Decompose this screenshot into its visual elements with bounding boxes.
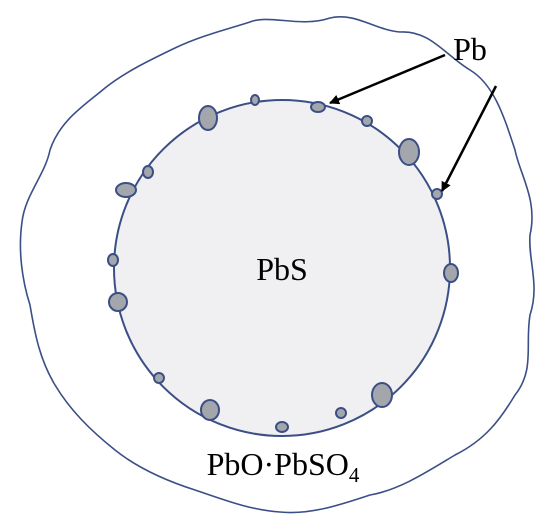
shell-label-sub: 4 bbox=[349, 463, 360, 487]
arrow bbox=[330, 55, 445, 103]
shell-label-main: PbO·PbSO bbox=[207, 446, 349, 482]
core-label: PbS bbox=[256, 251, 308, 287]
diagram: Pb PbS PbO·PbSO4 bbox=[0, 0, 545, 523]
arrow bbox=[442, 86, 496, 191]
shell-label: PbO·PbSO4 bbox=[207, 446, 360, 487]
pb-label: Pb bbox=[453, 31, 487, 67]
